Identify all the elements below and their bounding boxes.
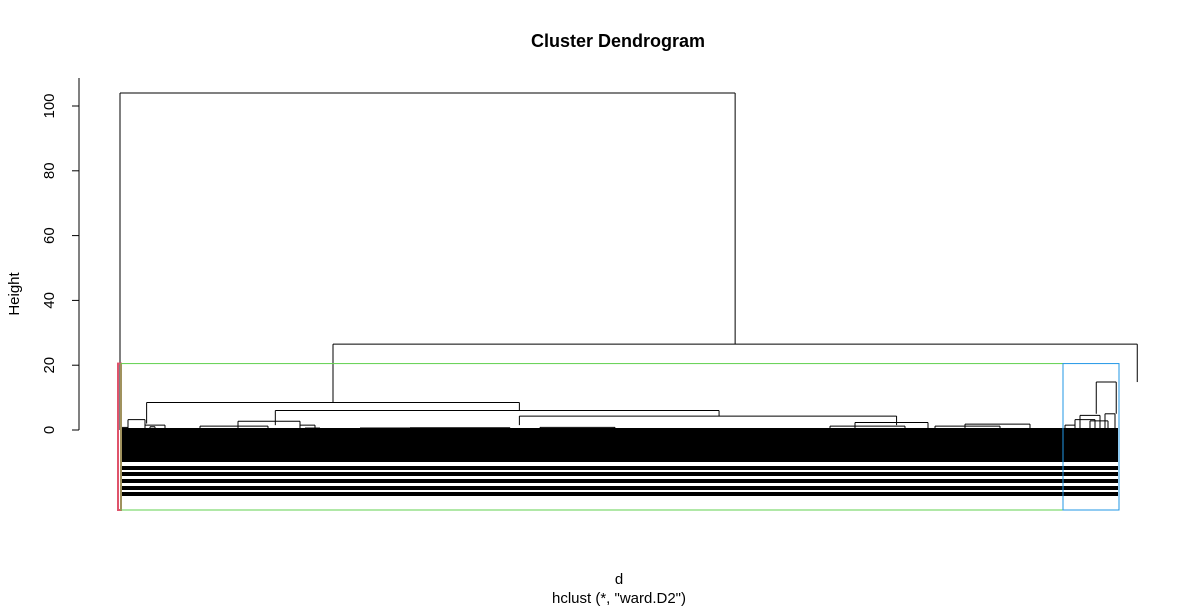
chart-title: Cluster Dendrogram	[531, 31, 705, 51]
cluster-3-box	[1062, 363, 1120, 511]
merge-middle-right	[274, 410, 720, 426]
small-branch	[539, 426, 616, 430]
small-branch	[409, 427, 511, 430]
small-branch	[304, 427, 321, 430]
x-axis-label: d	[615, 571, 623, 588]
leaf-stems-mass	[120, 428, 1118, 462]
leaf-labels-row	[120, 479, 1118, 483]
small-branch	[829, 425, 906, 430]
small-branch	[854, 422, 929, 430]
leaf-labels-row	[120, 492, 1118, 496]
leaf-labels-row	[120, 472, 1118, 476]
merge-middle-right-b	[518, 415, 898, 426]
y-tick-label: 0	[41, 426, 58, 434]
leaf-band	[120, 428, 1118, 496]
y-tick-label: 80	[41, 162, 58, 179]
y-tick-label: 20	[41, 357, 58, 374]
merge-root	[119, 92, 736, 430]
small-branch	[964, 423, 1031, 430]
y-tick-label: 40	[41, 292, 58, 309]
y-axis: 0 20 40 60 80 100	[41, 78, 80, 434]
small-branch	[1104, 413, 1116, 430]
leaf-labels-row	[120, 466, 1118, 470]
dendrogram-branches	[119, 92, 1138, 430]
merge-right-group	[1095, 381, 1117, 414]
merge-middle	[146, 401, 520, 424]
y-axis-label: Height	[6, 271, 23, 315]
leaf-labels-row	[120, 486, 1118, 490]
small-branch	[149, 426, 156, 430]
small-branch	[144, 424, 166, 430]
small-branch	[1079, 414, 1101, 430]
y-tick-label: 60	[41, 227, 58, 244]
small-branch	[934, 425, 1001, 430]
y-tick-label: 100	[41, 93, 58, 118]
small-branch	[199, 425, 269, 430]
method-sublabel: hclust (*, "ward.D2")	[552, 590, 686, 607]
cluster-boxes	[117, 362, 1120, 511]
merge-main-right	[332, 343, 1138, 403]
